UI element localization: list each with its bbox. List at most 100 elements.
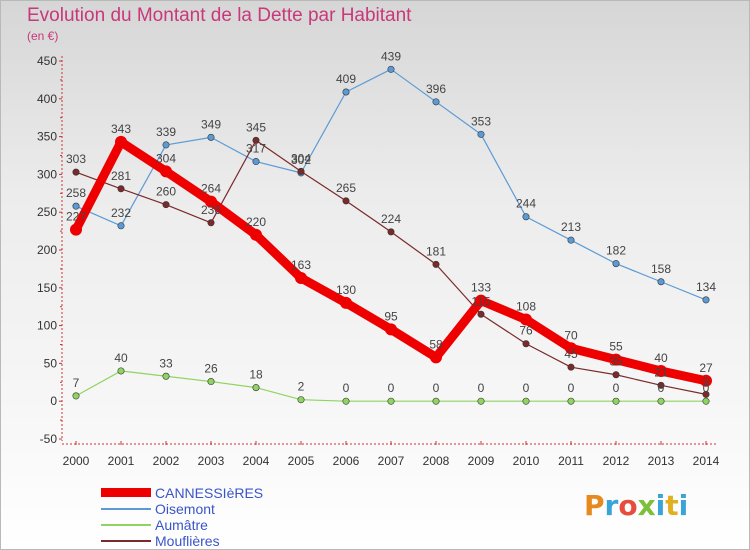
series-point-0 <box>655 364 667 377</box>
series-point-2 <box>297 396 305 404</box>
series-point-0 <box>115 135 127 148</box>
y-tick-label: 250 <box>37 205 57 219</box>
data-label: 0 <box>568 381 575 395</box>
chart-title: Evolution du Montant de la Dette par Hab… <box>27 5 412 26</box>
data-label: 302 <box>291 153 311 167</box>
data-label: 182 <box>606 244 626 258</box>
x-tick-label: 2002 <box>153 454 180 468</box>
series-point-1 <box>612 260 620 268</box>
series-point-0 <box>295 271 307 284</box>
series-point-1 <box>522 213 530 221</box>
series-point-1 <box>657 278 665 286</box>
data-label: 45 <box>564 347 578 361</box>
x-tick-label: 2006 <box>333 454 360 468</box>
legend-label: Mouflières <box>155 533 220 549</box>
data-label: 76 <box>519 324 533 338</box>
series-point-0 <box>160 165 172 178</box>
series-point-3 <box>252 136 260 144</box>
chart-unit: (en €) <box>27 29 59 43</box>
data-label: 9 <box>703 374 710 388</box>
data-label: 345 <box>246 120 266 134</box>
data-label: 7 <box>73 376 80 390</box>
data-label: 439 <box>381 49 401 63</box>
series-point-1 <box>702 296 710 304</box>
series-point-2 <box>162 372 170 380</box>
data-label: 2 <box>298 380 305 394</box>
data-label: 244 <box>516 197 536 211</box>
data-label: 163 <box>291 258 311 272</box>
series-point-2 <box>72 392 80 400</box>
data-label: 264 <box>201 182 221 196</box>
series-point-1 <box>117 222 125 230</box>
x-tick-label: 2005 <box>288 454 315 468</box>
series-point-2 <box>567 397 575 405</box>
logo-letter: o <box>618 489 638 522</box>
series-point-2 <box>342 397 350 405</box>
data-label: 236 <box>201 203 221 217</box>
series-point-0 <box>475 294 487 307</box>
series-point-1 <box>477 130 485 138</box>
x-tick-label: 2007 <box>378 454 405 468</box>
data-label: 303 <box>66 152 86 166</box>
series-point-1 <box>162 141 170 149</box>
x-tick-label: 2008 <box>423 454 450 468</box>
logo-letter: r <box>604 489 619 522</box>
y-tick-label: 150 <box>37 281 57 295</box>
legend-swatch <box>101 488 151 497</box>
series-point-3 <box>207 219 215 227</box>
series-point-2 <box>252 384 260 392</box>
data-label: 133 <box>471 281 491 295</box>
data-label: 0 <box>613 381 620 395</box>
proxiti-logo: Proxiti <box>584 489 688 522</box>
data-label: 317 <box>246 142 266 156</box>
series-point-2 <box>432 397 440 405</box>
series-point-0 <box>385 323 397 336</box>
logo-letter: x <box>637 489 656 522</box>
data-label: 0 <box>478 381 485 395</box>
x-tick-label: 2003 <box>198 454 225 468</box>
data-label: 70 <box>564 328 578 342</box>
data-label: 21 <box>654 365 668 379</box>
data-label: 40 <box>114 351 128 365</box>
y-tick-label: 400 <box>37 92 57 106</box>
series-point-2 <box>387 397 395 405</box>
y-tick-label: -50 <box>40 432 58 446</box>
series-point-1 <box>567 236 575 244</box>
legend-swatch <box>101 508 151 510</box>
series-point-3 <box>297 167 305 175</box>
data-label: 0 <box>658 381 665 395</box>
data-label: 281 <box>111 169 131 183</box>
x-tick-label: 2012 <box>603 454 630 468</box>
data-label: 0 <box>703 381 710 395</box>
data-label: 115 <box>471 294 490 308</box>
data-label: 0 <box>343 381 350 395</box>
y-tick-label: 50 <box>44 356 58 370</box>
data-label: 55 <box>609 340 623 354</box>
series-point-0 <box>430 351 442 364</box>
data-label: 339 <box>156 125 176 139</box>
data-label: 304 <box>291 151 311 165</box>
data-label: 134 <box>696 280 716 294</box>
series-point-3 <box>612 371 620 379</box>
series-point-0 <box>205 195 217 208</box>
data-label: 265 <box>336 181 356 195</box>
data-label: 58 <box>429 337 443 351</box>
data-label: 304 <box>156 151 176 165</box>
data-label: 108 <box>516 300 536 314</box>
series-point-0 <box>565 342 577 355</box>
y-tick-label: 450 <box>37 54 57 68</box>
series-point-0 <box>610 353 622 366</box>
data-label: 0 <box>523 381 530 395</box>
data-label: 396 <box>426 82 446 96</box>
data-label: 130 <box>336 283 356 297</box>
series-point-3 <box>117 185 125 193</box>
data-label: 409 <box>336 72 356 86</box>
x-tick-label: 2000 <box>63 454 90 468</box>
data-label: 35 <box>609 355 623 369</box>
data-label: 27 <box>699 361 713 375</box>
series-point-0 <box>70 223 82 236</box>
x-tick-label: 2004 <box>243 454 270 468</box>
series-point-1 <box>342 88 350 96</box>
x-tick-label: 2009 <box>468 454 495 468</box>
